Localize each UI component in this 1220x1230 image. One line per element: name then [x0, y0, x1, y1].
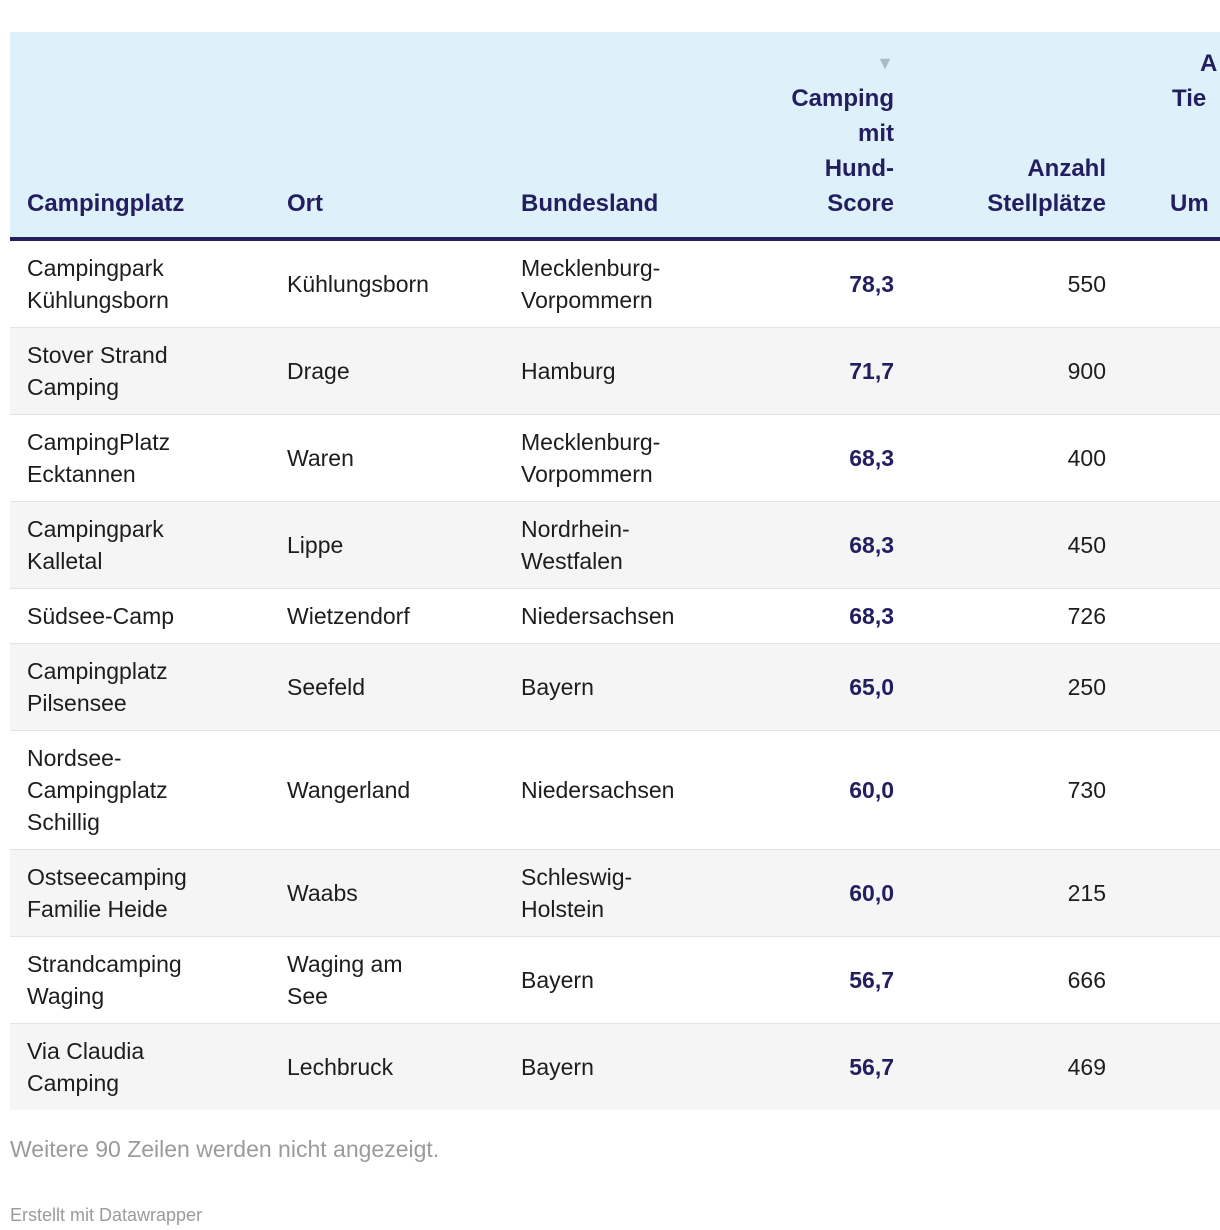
header-line: Camping	[791, 85, 894, 112]
cell-ort: Kühlungsborn	[287, 271, 429, 297]
header-line-empty	[1116, 116, 1220, 151]
column-header-truncated[interactable]: A Tie Um	[1116, 32, 1220, 241]
cell-campingplatz: Strandcamping Waging	[10, 936, 270, 1024]
table-body: Campingpark Kühlungsborn Kühlungsborn Me…	[10, 239, 1220, 1110]
cell-campingplatz: Via Claudia Camping	[10, 1023, 270, 1110]
header-line-truncated: Um	[1170, 190, 1209, 217]
cell-truncated	[1116, 1023, 1220, 1110]
header-line-truncated: Tie	[1172, 85, 1207, 112]
table-row: Campingpark Kalletal Lippe Nordrhein- We…	[10, 501, 1220, 589]
cell-stellplaetze: 469	[904, 1023, 1116, 1110]
cell-score: 65,0	[724, 643, 904, 731]
cell-ort: Waabs	[270, 849, 504, 937]
header-line: Stellplätze	[987, 190, 1106, 217]
cell-score: 60,0	[724, 730, 904, 850]
cell-truncated	[1116, 849, 1220, 937]
cell-campingplatz: CampingPlatz Ecktannen	[10, 414, 270, 502]
table-row: Strandcamping Waging Waging am See Bayer…	[10, 936, 1220, 1024]
cell-score: 68,3	[724, 588, 904, 644]
cell-campingplatz: Campingpark Kalletal	[10, 501, 270, 589]
cell-score: 56,7	[724, 936, 904, 1024]
cell-ort: Drage	[270, 327, 504, 415]
cell-score: 60,0	[724, 849, 904, 937]
table-row: Stover Strand Camping Drage Hamburg 71,7…	[10, 327, 1220, 415]
cell-campingplatz: Stover Strand Camping	[10, 327, 270, 415]
cell-bundesland: Mecklenburg- Vorpommern	[504, 414, 724, 502]
cell-stellplaetze: 215	[904, 849, 1116, 937]
cell-ort: Lechbruck	[270, 1023, 504, 1110]
cell-bundesland: Niedersachsen	[504, 730, 724, 850]
header-line-empty	[1116, 151, 1220, 186]
cell-truncated	[1116, 327, 1220, 415]
cell-ort: Seefeld	[270, 643, 504, 731]
table-row: Südsee-Camp Wietzendorf Niedersachsen 68…	[10, 588, 1220, 644]
cell-bundesland: Hamburg	[504, 327, 724, 415]
cell-bundesland: Niedersachsen	[504, 588, 724, 644]
cell-campingplatz: Campingplatz Pilsensee	[10, 643, 270, 731]
cell-stellplaetze: 400	[904, 414, 1116, 502]
header-line: mit	[858, 120, 894, 147]
cell-ort: Wangerland	[270, 730, 504, 850]
cell-bundesland: Bayern	[504, 936, 724, 1024]
table-row: Nordsee- Campingplatz Schillig Wangerlan…	[10, 730, 1220, 850]
header-line: Score	[827, 190, 894, 217]
cell-truncated	[1116, 643, 1220, 731]
cell-score: 56,7	[724, 1023, 904, 1110]
table-clip-container: Campingplatz Ort Bundesland ▼ Camping mi…	[10, 32, 1220, 1110]
column-header-stellplaetze[interactable]: Anzahl Stellplätze	[904, 32, 1116, 241]
cell-truncated	[1116, 730, 1220, 850]
table-row: CampingPlatz Ecktannen Waren Mecklenburg…	[10, 414, 1220, 502]
cell-truncated	[1116, 501, 1220, 589]
cell-campingplatz: Ostseecamping Familie Heide	[10, 849, 270, 937]
table-row: Campingplatz Pilsensee Seefeld Bayern 65…	[10, 643, 1220, 731]
cell-stellplaetze: 250	[904, 643, 1116, 731]
sort-desc-icon[interactable]: ▼	[876, 53, 894, 73]
cell-bundesland: Mecklenburg- Vorpommern	[521, 255, 661, 313]
cell-bundesland: Schleswig- Holstein	[504, 849, 724, 937]
column-header-ort[interactable]: Ort	[270, 32, 504, 241]
cell-stellplaetze: 550	[1067, 271, 1106, 297]
hidden-rows-note: Weitere 90 Zeilen werden nicht angezeigt…	[10, 1136, 440, 1162]
table-row: Via Claudia Camping Lechbruck Bayern 56,…	[10, 1023, 1220, 1110]
cell-truncated	[1116, 588, 1220, 644]
cell-stellplaetze: 730	[904, 730, 1116, 850]
cell-score: 71,7	[724, 327, 904, 415]
cell-stellplaetze: 450	[904, 501, 1116, 589]
cell-stellplaetze: 900	[904, 327, 1116, 415]
cell-bundesland: Bayern	[504, 1023, 724, 1110]
cell-ort: Lippe	[270, 501, 504, 589]
cell-ort: Wietzendorf	[270, 588, 504, 644]
cell-campingplatz: Campingpark Kühlungsborn	[27, 255, 169, 313]
table-row: Ostseecamping Familie Heide Waabs Schles…	[10, 849, 1220, 937]
table-header: Campingplatz Ort Bundesland ▼ Camping mi…	[10, 32, 1220, 241]
column-header-hund-score[interactable]: ▼ Camping mit Hund- Score	[724, 32, 904, 241]
cell-ort: Waren	[270, 414, 504, 502]
cell-bundesland: Nordrhein- Westfalen	[504, 501, 724, 589]
datawrapper-attribution-link[interactable]: Erstellt mit Datawrapper	[10, 1205, 203, 1225]
cell-ort: Waging am See	[270, 936, 504, 1024]
cell-campingplatz: Nordsee- Campingplatz Schillig	[10, 730, 270, 850]
cell-truncated	[1116, 239, 1220, 328]
cell-stellplaetze: 726	[904, 588, 1116, 644]
cell-campingplatz: Südsee-Camp	[10, 588, 270, 644]
cell-truncated	[1116, 414, 1220, 502]
cell-score: 78,3	[849, 271, 894, 297]
table-row: Campingpark Kühlungsborn Kühlungsborn Me…	[10, 239, 1220, 328]
header-line: Anzahl	[1027, 155, 1106, 182]
header-line: Hund-	[824, 155, 894, 182]
column-header-bundesland[interactable]: Bundesland	[504, 32, 724, 241]
camping-table: Campingplatz Ort Bundesland ▼ Camping mi…	[10, 32, 1220, 1110]
header-line-truncated: A	[1200, 50, 1218, 77]
cell-bundesland: Bayern	[504, 643, 724, 731]
cell-score: 68,3	[724, 414, 904, 502]
column-header-campingplatz[interactable]: Campingplatz	[10, 32, 270, 241]
cell-truncated	[1116, 936, 1220, 1024]
cell-stellplaetze: 666	[904, 936, 1116, 1024]
cell-score: 68,3	[724, 501, 904, 589]
